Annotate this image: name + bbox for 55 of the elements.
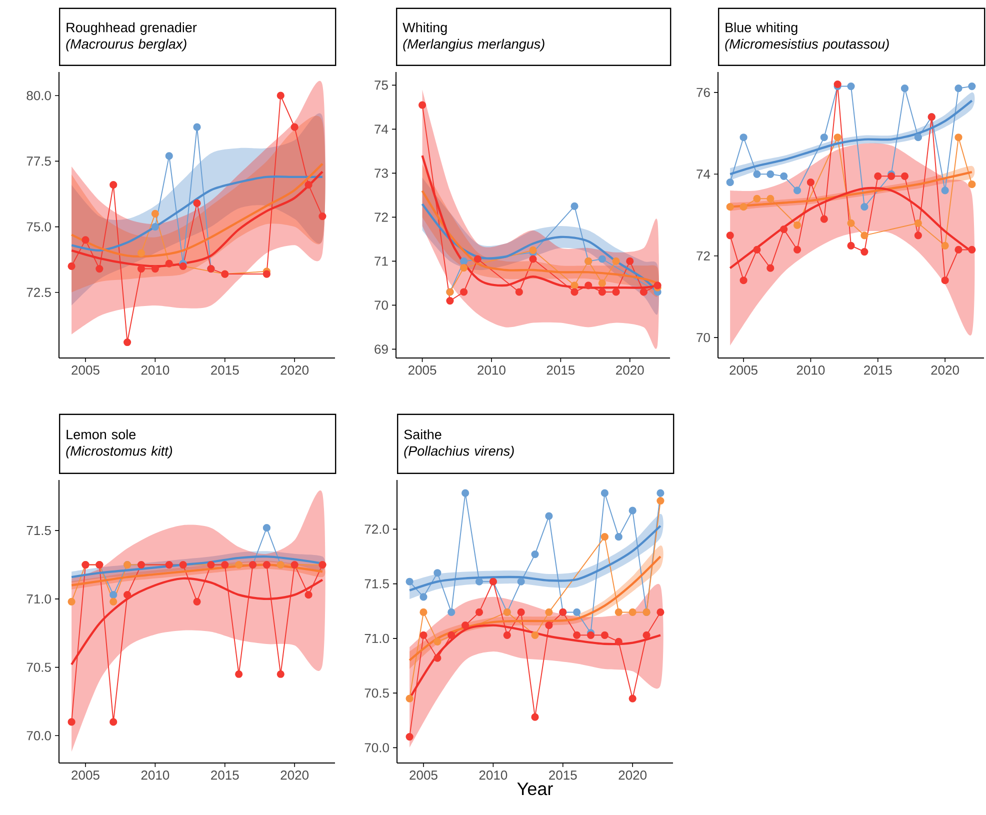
x-tick-label: 2015 bbox=[211, 366, 239, 375]
y-tick-label: 69 bbox=[374, 344, 388, 354]
chart-subtitle: (Microstomus kitt) bbox=[66, 446, 172, 458]
x-tick-label: 2020 bbox=[280, 770, 309, 780]
x-tick-label: 2020 bbox=[931, 366, 959, 375]
x-axis-title: Year bbox=[517, 782, 553, 796]
chart-title: Blue whiting bbox=[726, 22, 798, 35]
y-tick-label: 80.0 bbox=[26, 91, 51, 100]
y-tick-label: 71.0 bbox=[364, 634, 389, 644]
y-tick-label: 70.0 bbox=[364, 743, 389, 752]
y-tick-label: 75 bbox=[374, 80, 388, 90]
chart-subtitle: (Micromesistius poutassou) bbox=[725, 38, 889, 52]
chart-title: Lemon sole bbox=[66, 429, 136, 440]
y-tick-label: 77.5 bbox=[26, 156, 51, 166]
x-tick-label: 2005 bbox=[408, 366, 436, 375]
x-tick-label: 2015 bbox=[549, 770, 577, 780]
x-tick-label: 2020 bbox=[616, 366, 644, 375]
y-tick-label: 71.5 bbox=[364, 579, 389, 588]
x-tick-label: 2010 bbox=[141, 770, 170, 780]
chart-subtitle: (Pollachius virens) bbox=[404, 446, 514, 458]
y-tick-label: 73 bbox=[374, 168, 388, 178]
y-tick-label: 74 bbox=[374, 124, 388, 134]
x-tick-label: 2005 bbox=[72, 366, 100, 375]
y-tick-label: 72.0 bbox=[364, 524, 389, 534]
x-tick-label: 2005 bbox=[72, 770, 100, 780]
chart-subtitle: (Macrourus berglax) bbox=[66, 38, 186, 52]
y-tick-label: 72 bbox=[374, 212, 388, 222]
chart-title: Saithe bbox=[404, 429, 442, 440]
x-tick-label: 2020 bbox=[618, 770, 647, 780]
chart-title: Roughhead grenadier bbox=[66, 22, 197, 35]
x-tick-label: 2010 bbox=[479, 770, 508, 780]
x-tick-label: 2005 bbox=[410, 770, 438, 780]
y-tick-label: 71.5 bbox=[26, 526, 51, 536]
chart-subtitle: (Merlangius merlangus) bbox=[403, 38, 544, 52]
y-tick-label: 71.0 bbox=[26, 594, 51, 604]
x-tick-label: 2020 bbox=[280, 366, 309, 375]
y-tick-label: 72 bbox=[696, 251, 710, 260]
chart-title: Whiting bbox=[402, 22, 447, 35]
y-tick-label: 72.5 bbox=[26, 288, 51, 297]
x-tick-label: 2015 bbox=[546, 366, 575, 375]
y-tick-label: 75.0 bbox=[26, 222, 51, 232]
y-tick-label: 70 bbox=[696, 332, 710, 342]
x-tick-label: 2015 bbox=[211, 770, 239, 780]
x-tick-label: 2015 bbox=[864, 366, 892, 375]
y-tick-label: 70.5 bbox=[26, 662, 51, 672]
y-tick-label: 70 bbox=[374, 300, 388, 310]
x-tick-label: 2010 bbox=[141, 366, 170, 375]
x-tick-label: 2010 bbox=[478, 366, 506, 375]
y-tick-label: 74 bbox=[696, 170, 710, 179]
x-tick-label: 2010 bbox=[796, 366, 825, 375]
y-tick-label: 70.0 bbox=[26, 731, 51, 740]
y-tick-label: 70.5 bbox=[364, 688, 389, 698]
x-tick-label: 2005 bbox=[730, 366, 758, 375]
y-tick-label: 76 bbox=[696, 88, 710, 98]
y-tick-label: 71 bbox=[374, 256, 388, 266]
